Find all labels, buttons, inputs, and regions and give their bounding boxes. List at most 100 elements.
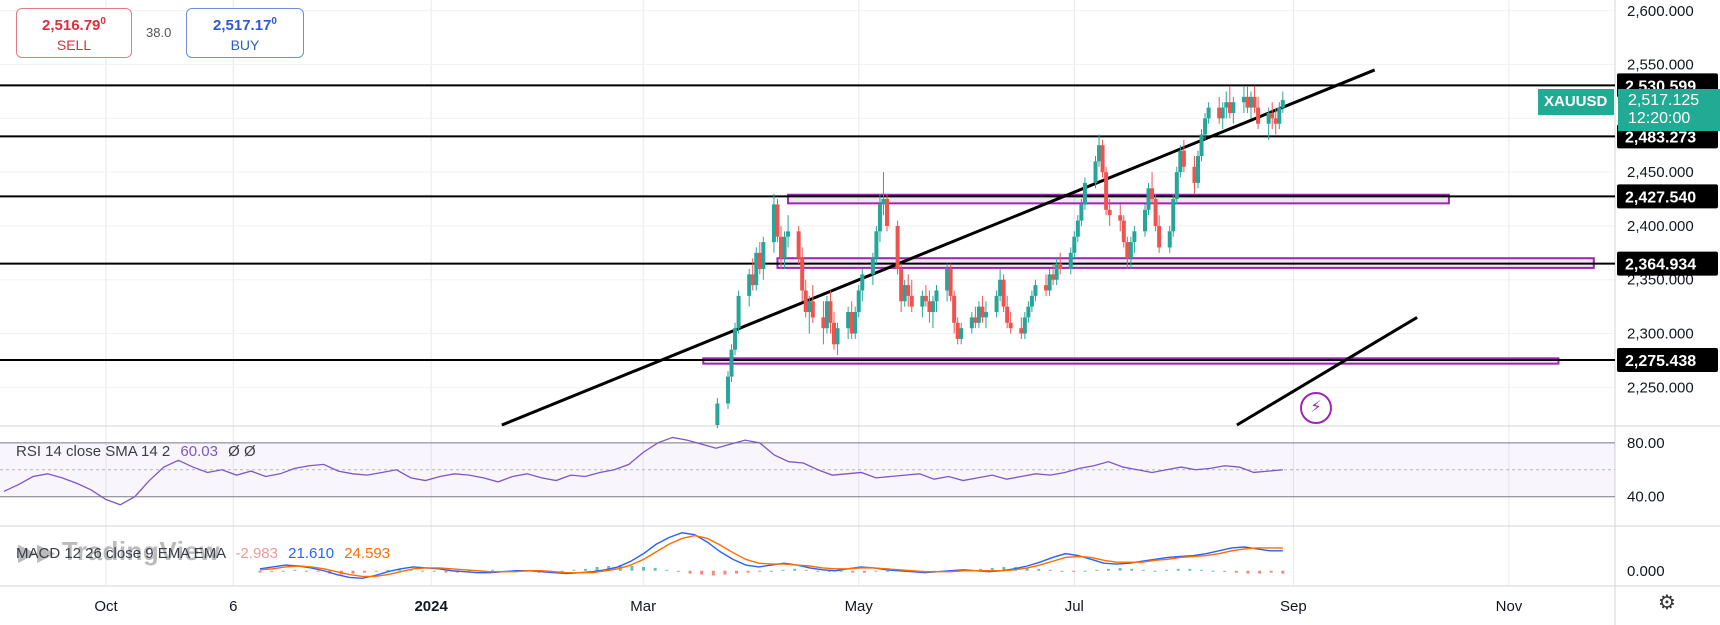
- candle-body: [1171, 199, 1176, 232]
- candle-body: [885, 199, 890, 226]
- buy-button[interactable]: 2,517.170 BUY: [186, 8, 304, 58]
- candle-body: [1107, 209, 1112, 216]
- candle-body: [1252, 96, 1257, 108]
- trendlines[interactable]: [501, 68, 1418, 427]
- candle-body: [1256, 107, 1261, 124]
- candle-body: [1217, 107, 1222, 119]
- macd-histogram-bar: [711, 570, 715, 576]
- candle-body: [1019, 328, 1024, 334]
- macd-histogram-bar: [886, 570, 890, 572]
- candle-body: [1125, 242, 1130, 259]
- candle-body: [1068, 252, 1073, 269]
- rsi-title: RSI 14 close SMA 14 2: [16, 443, 171, 460]
- time-axis[interactable]: Oct 6 2024 Mar May Jul Sep Nov: [94, 598, 1522, 615]
- candle-body: [976, 306, 981, 323]
- candle-body: [725, 376, 730, 404]
- candle-body: [747, 274, 752, 296]
- candle-body: [782, 236, 787, 259]
- candle-body: [846, 312, 851, 329]
- candle-body: [998, 279, 1003, 296]
- rsi-legend[interactable]: RSI 14 close SMA 14 2 60.03 Ø Ø: [16, 443, 256, 460]
- macd-histogram-bar: [409, 569, 413, 571]
- macd-histogram-bar: [583, 568, 587, 571]
- sell-button[interactable]: 2,516.790 SELL: [16, 8, 132, 58]
- candle-body: [1249, 96, 1254, 108]
- price-zone: [787, 193, 1450, 205]
- sell-price: 2,516.790: [42, 16, 106, 34]
- candle-body: [927, 301, 932, 313]
- candle-body: [1178, 150, 1183, 173]
- candle-body: [729, 349, 734, 377]
- macd-histogram-bar: [1095, 569, 1099, 571]
- candle-body: [736, 295, 741, 329]
- macd-histogram-bar: [374, 570, 378, 572]
- signal-line: [259, 534, 1283, 578]
- candle-body: [1273, 118, 1278, 124]
- candle-body: [969, 317, 974, 329]
- candle-body: [895, 225, 900, 269]
- candle-body: [1029, 295, 1034, 307]
- bolt-icon[interactable]: ⚡: [1300, 392, 1332, 424]
- macd-histogram-bar: [1153, 570, 1157, 572]
- candle-body: [1174, 172, 1179, 200]
- macd-legend[interactable]: MACD 12 26 close 9 EMA EMA -2.983 21.610…: [16, 545, 390, 562]
- candle-body: [810, 301, 815, 318]
- macd-histogram-bar: [839, 570, 843, 572]
- candle-body: [930, 301, 935, 313]
- macd-histogram-bar: [1060, 570, 1064, 572]
- candle-body: [959, 328, 964, 339]
- macd-histogram-bar: [304, 570, 308, 572]
- candle-body: [778, 236, 783, 259]
- candle-body: [803, 290, 808, 313]
- candle-body: [1008, 322, 1013, 329]
- price-tick-label: 2,550.000: [1627, 57, 1694, 74]
- horizontal-levels[interactable]: [0, 84, 1615, 361]
- macd-title: MACD 12 26 close 9 EMA EMA: [16, 545, 226, 562]
- macd-histogram-bar: [258, 570, 262, 573]
- candle-body: [1199, 134, 1204, 157]
- settings-icon[interactable]: ⚙: [1658, 592, 1676, 614]
- macd-histogram-bar: [700, 570, 704, 575]
- signal-line-value: 24.593: [344, 545, 391, 562]
- time-tick-label: Mar: [630, 598, 656, 615]
- macd-histogram-bar: [421, 570, 425, 572]
- time-tick-label: May: [845, 598, 874, 615]
- price-zone: [702, 357, 1560, 365]
- macd-histogram-bar: [1106, 568, 1110, 571]
- candle-body: [1104, 172, 1109, 210]
- candle-body: [874, 231, 879, 259]
- candle-body: [1167, 231, 1172, 248]
- candle-body: [983, 312, 988, 318]
- candle-body: [849, 312, 854, 334]
- macd-histogram-bar: [630, 566, 634, 571]
- macd-histogram-bar: [444, 570, 448, 573]
- tradingview-watermark: ▶▶ TradingView: [18, 536, 221, 566]
- price-axis[interactable]: 2,250.000 2,300.000 2,350.000 2,400.000 2,45…: [1617, 3, 1718, 397]
- candle-body: [906, 285, 911, 296]
- macd-histogram-bar: [990, 567, 994, 571]
- macd-histogram-bar: [1281, 570, 1285, 574]
- macd-histogram-bar: [653, 567, 657, 571]
- candle-body: [934, 290, 939, 302]
- candle-body: [1220, 107, 1225, 119]
- level-price-tag: [1617, 347, 1718, 372]
- candle-body: [1153, 199, 1158, 226]
- candle-body: [1075, 220, 1080, 237]
- time-tick-label: Oct: [94, 598, 118, 615]
- candle-body: [945, 268, 950, 291]
- candle-body: [1001, 279, 1006, 307]
- buy-label: BUY: [230, 37, 260, 53]
- candle-body: [1132, 231, 1137, 243]
- level-price-tag: [1617, 251, 1718, 276]
- macd-histogram-bar: [665, 569, 669, 571]
- macd-pane: 0.000: [258, 532, 1665, 580]
- candle-body: [1241, 96, 1246, 103]
- price-tick-label: 2,400.000: [1627, 218, 1694, 235]
- macd-histogram-bar: [979, 568, 983, 571]
- candle-body: [1022, 317, 1027, 334]
- candle-body: [856, 290, 861, 313]
- macd-histogram-bar: [281, 570, 285, 572]
- macd-histogram-bar: [1176, 568, 1180, 571]
- macd-histogram-bar: [688, 570, 692, 574]
